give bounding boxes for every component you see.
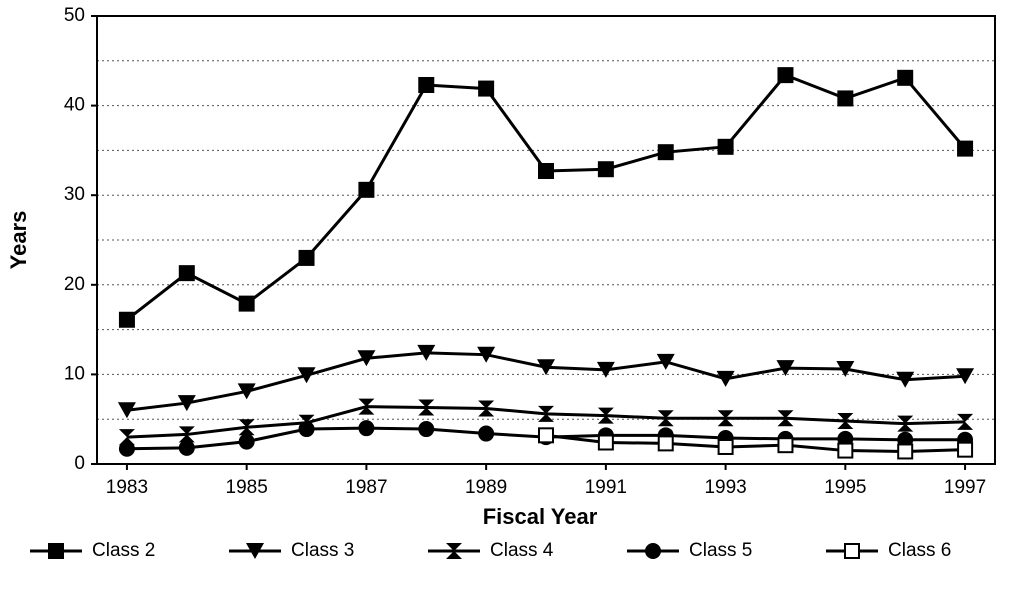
data-point — [777, 410, 794, 427]
data-point — [717, 138, 734, 155]
data-point — [238, 295, 255, 312]
data-point — [776, 360, 795, 377]
data-point — [537, 359, 555, 376]
data-point — [118, 440, 135, 457]
data-point — [478, 80, 495, 97]
data-point — [237, 383, 256, 400]
x-tick-label: 1983 — [106, 477, 148, 498]
data-point — [597, 407, 614, 424]
y-tick-label: 0 — [74, 453, 85, 474]
data-point — [957, 413, 974, 430]
legend-label: Class 5 — [689, 540, 752, 561]
y-tick-label: 20 — [64, 274, 85, 295]
data-point — [717, 410, 734, 427]
data-point — [358, 420, 375, 437]
data-point — [957, 441, 974, 458]
data-point — [897, 69, 914, 86]
data-point — [657, 410, 674, 427]
y-tick-label: 30 — [64, 184, 85, 205]
data-point — [777, 67, 794, 84]
x-tick-label: 1995 — [824, 477, 866, 498]
data-point — [357, 350, 376, 367]
legend-marker — [844, 543, 860, 559]
data-point — [298, 421, 315, 438]
data-point — [177, 395, 196, 412]
y-tick-label: 10 — [64, 363, 85, 384]
x-tick-label: 1987 — [345, 477, 387, 498]
data-point — [418, 399, 435, 416]
data-point — [118, 429, 135, 446]
data-point — [596, 361, 615, 378]
data-point — [956, 368, 975, 385]
data-point — [957, 140, 974, 157]
x-axis-label: Fiscal Year — [483, 504, 598, 529]
data-point — [478, 425, 495, 442]
data-point — [418, 76, 435, 93]
data-point — [238, 433, 255, 450]
legend-label: Class 4 — [490, 540, 554, 561]
legend-label: Class 2 — [92, 540, 155, 561]
data-point — [477, 346, 496, 363]
data-point — [777, 437, 794, 454]
plot-frame — [96, 15, 996, 465]
data-point — [418, 421, 435, 438]
data-point — [897, 443, 914, 460]
data-point — [836, 361, 855, 378]
data-point — [478, 400, 495, 417]
y-tick-label: 50 — [64, 5, 85, 26]
legend-marker — [446, 543, 462, 559]
data-point — [538, 163, 554, 180]
data-point — [298, 249, 315, 266]
data-point — [837, 90, 854, 107]
legend-marker — [645, 543, 661, 559]
data-point — [837, 442, 854, 459]
data-point — [297, 367, 316, 384]
x-tick-label: 1997 — [944, 477, 986, 498]
data-point — [118, 311, 135, 328]
x-tick-label: 1989 — [465, 477, 507, 498]
legend-marker — [48, 543, 64, 559]
legend-marker — [246, 543, 264, 559]
x-tick-label: 1985 — [226, 477, 268, 498]
data-point — [837, 412, 854, 429]
data-point — [896, 371, 915, 388]
x-tick-label: 1991 — [585, 477, 627, 498]
data-point — [358, 398, 375, 415]
x-tick-label: 1993 — [704, 477, 746, 498]
data-point — [656, 353, 675, 370]
data-point — [597, 161, 614, 178]
data-point — [538, 405, 554, 422]
data-point — [417, 344, 436, 361]
y-axis-label: Years — [6, 211, 31, 270]
data-point — [657, 435, 674, 452]
data-point — [358, 181, 375, 198]
data-point — [178, 439, 195, 456]
data-point — [538, 427, 554, 444]
data-point — [117, 402, 136, 419]
data-point — [897, 415, 914, 432]
data-point — [717, 438, 734, 455]
data-point — [597, 434, 614, 451]
series-line — [545, 433, 966, 453]
legend-label: Class 3 — [291, 540, 354, 561]
series-line — [126, 73, 967, 321]
data-point — [657, 144, 674, 161]
legend-label: Class 6 — [888, 540, 951, 561]
data-point — [716, 370, 735, 387]
data-point — [178, 426, 195, 443]
data-point — [238, 419, 255, 436]
data-point — [178, 265, 195, 282]
y-tick-label: 40 — [64, 95, 85, 116]
